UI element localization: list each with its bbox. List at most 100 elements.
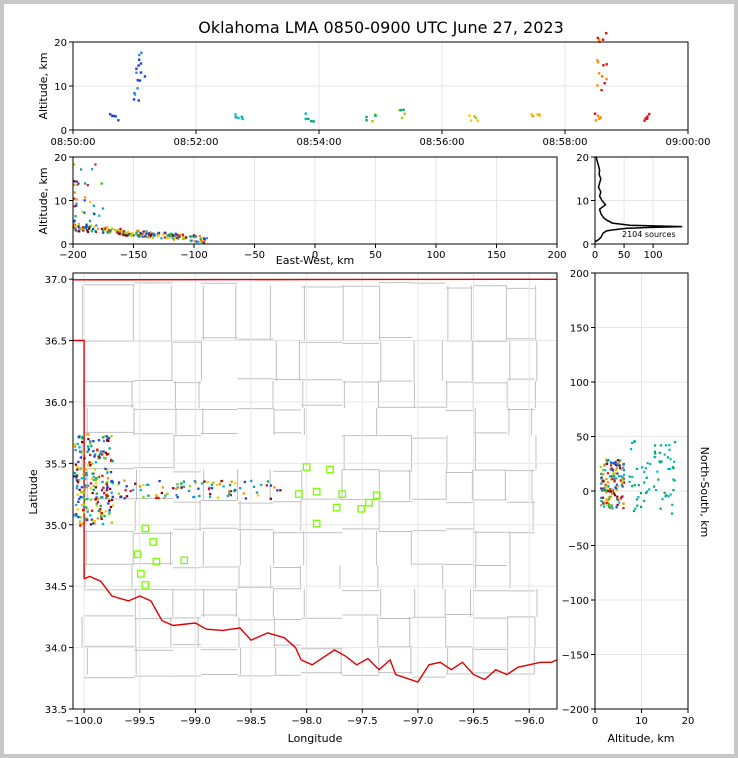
ew-altitude-xtick-label: −100 — [180, 250, 207, 261]
plan-view-source — [193, 480, 197, 483]
plan-view-source — [92, 520, 95, 523]
ew-altitude-source — [124, 234, 127, 237]
time-height-xtick-label: 08:52:00 — [174, 137, 219, 148]
altitude-ns-source — [620, 484, 623, 487]
altitude-ns-source — [668, 467, 671, 471]
ew-altitude-source — [142, 230, 145, 233]
ew-altitude-xtick-label: 200 — [547, 250, 566, 261]
plan-view-source — [155, 496, 158, 500]
ew-altitude-source — [144, 234, 147, 237]
plan-view-xtick-label: −99.0 — [180, 716, 211, 727]
plan-view-source — [111, 482, 114, 485]
ew-altitude-source — [80, 168, 83, 171]
altitude-histogram-line — [594, 156, 683, 243]
time-height-source — [135, 67, 138, 70]
plan-view-source — [256, 494, 260, 497]
ew-altitude-source — [83, 199, 86, 202]
lma-figure: Oklahoma LMA 0850-0900 UTC June 27, 2023… — [27, 18, 711, 745]
plan-view-source — [103, 514, 106, 518]
altitude-ns-source — [609, 464, 613, 467]
plan-view-source — [111, 504, 115, 507]
plan-view-source — [76, 468, 79, 471]
altitude-ns-source — [608, 496, 611, 499]
ew-altitude-source — [89, 200, 92, 204]
ew-altitude-source — [100, 182, 103, 185]
ew-altitude-source — [148, 233, 151, 237]
plan-view-source — [102, 439, 106, 443]
ew-altitude-source — [92, 204, 95, 207]
ew-altitude-source — [81, 226, 85, 229]
time-height-source — [605, 77, 608, 81]
ew-altitude-source — [145, 230, 148, 233]
plan-view-source — [94, 479, 98, 482]
plan-view-source — [88, 453, 92, 457]
plan-view-source — [77, 460, 80, 464]
plan-view-source — [99, 450, 103, 453]
lma-station-marker — [295, 490, 303, 498]
ew-altitude-source — [137, 234, 140, 238]
ew-altitude-source — [73, 205, 76, 208]
altitude-ns-ytick-label: −150 — [562, 651, 589, 662]
time-height-source — [365, 115, 368, 119]
plan-view-source — [108, 513, 111, 516]
ew-altitude-source — [86, 230, 90, 234]
plan-view-source — [147, 483, 150, 487]
plan-view-source — [242, 492, 245, 495]
ew-altitude-source — [122, 233, 125, 236]
ew-altitude-xtick-label: 150 — [487, 250, 506, 261]
time-height-source — [594, 119, 598, 122]
plan-view-source — [101, 522, 105, 526]
plan-view-source — [80, 491, 83, 494]
altitude-ns-source — [639, 491, 643, 495]
plan-view-source — [103, 491, 106, 495]
plan-view-source — [84, 485, 87, 489]
ew-altitude-source — [109, 230, 112, 233]
plan-view-source — [75, 514, 78, 518]
plan-view-source — [80, 467, 83, 471]
plan-view-source — [81, 522, 84, 525]
altitude-ns-source — [656, 470, 659, 473]
plan-view-source — [107, 499, 111, 503]
time-height-xtick-label: 09:00:00 — [666, 137, 711, 148]
altitude-ns-source — [612, 462, 616, 465]
plan-view-source — [102, 450, 105, 453]
ew-altitude-source — [193, 239, 196, 243]
altitude-ns-xtick-label: 10 — [635, 716, 648, 727]
time-height-source — [138, 79, 142, 82]
altitude-ns-source — [631, 441, 634, 445]
ew-altitude-source — [113, 228, 116, 232]
altitude-ns-source — [619, 497, 623, 500]
plan-view-ytick-label: 33.5 — [45, 705, 67, 716]
time-height-source — [117, 119, 120, 122]
plan-view-source — [83, 498, 86, 501]
plan-view-source — [98, 453, 102, 456]
ew-altitude-source — [116, 229, 119, 232]
ew-altitude-sources — [73, 163, 208, 244]
plan-view-source — [83, 491, 86, 494]
altitude-ns-source — [653, 450, 656, 453]
time-height-source — [598, 117, 601, 120]
ew-altitude-source — [73, 183, 76, 186]
time-height-source — [374, 114, 377, 117]
altitude-ns-source — [648, 488, 651, 491]
ew-altitude-source — [93, 225, 96, 228]
plan-view-source — [86, 450, 89, 453]
altitude-ns-source — [616, 489, 619, 492]
lma-station-marker — [357, 504, 366, 513]
plan-view-source — [93, 519, 97, 523]
county-borders — [81, 282, 538, 679]
plan-view-source — [228, 483, 232, 487]
altitude-ns-source — [633, 439, 636, 443]
plan-view-source — [96, 497, 100, 500]
time-height-sources — [109, 31, 651, 123]
altitude-ns-source — [618, 475, 621, 478]
plan-view-source — [108, 511, 111, 514]
ew-altitude-source — [100, 227, 104, 231]
plan-view-source — [85, 471, 88, 475]
time-height-source — [596, 84, 599, 87]
altitude-ns-source — [607, 459, 610, 462]
plan-view-frame — [72, 272, 558, 710]
altitude-ns-source — [665, 494, 668, 497]
ew-altitude-source — [93, 212, 96, 216]
ew-altitude-source — [138, 233, 142, 236]
